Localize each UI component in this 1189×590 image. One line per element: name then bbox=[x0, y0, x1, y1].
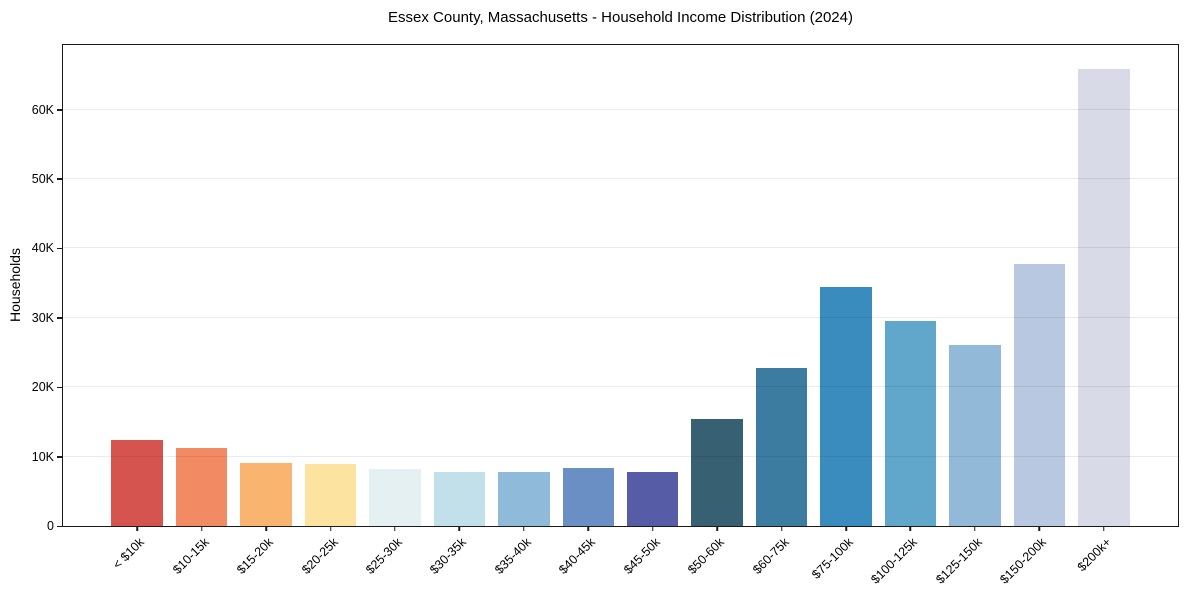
y-axis-label: Households bbox=[7, 248, 23, 322]
bar-slot: $40-45k bbox=[556, 45, 620, 577]
y-tick-label: 40K bbox=[31, 241, 54, 256]
bar bbox=[175, 447, 228, 526]
bar bbox=[884, 321, 937, 526]
bar bbox=[1013, 264, 1066, 526]
x-tick-label: $75-100k bbox=[809, 535, 856, 582]
x-tick-label: $15-20k bbox=[234, 535, 276, 577]
x-tick-mark bbox=[909, 526, 912, 531]
x-tick-label: $30-35k bbox=[427, 535, 470, 577]
y-tick-label: 20K bbox=[31, 380, 54, 395]
x-tick-mark bbox=[265, 526, 267, 531]
bar bbox=[304, 463, 357, 526]
x-tick-mark bbox=[458, 526, 461, 531]
x-tick-mark bbox=[845, 526, 847, 531]
y-tick-label: 60K bbox=[31, 102, 54, 117]
x-tick-label: $10-15k bbox=[169, 535, 212, 577]
x-tick-label: $125-150k bbox=[933, 535, 985, 587]
bar-slot: $50-60k bbox=[685, 45, 749, 577]
y-tick-mark bbox=[57, 247, 63, 250]
y-tick-mark bbox=[57, 109, 63, 111]
x-tick-mark bbox=[974, 526, 976, 531]
y-tick-label: 10K bbox=[31, 449, 54, 464]
bar-slot: $150-200k bbox=[998, 45, 1071, 587]
x-tick-label: $60-75k bbox=[749, 535, 792, 577]
x-tick-label: $45-50k bbox=[620, 535, 663, 577]
y-tick-mark bbox=[57, 178, 63, 180]
bar bbox=[755, 368, 808, 526]
x-tick-mark bbox=[651, 526, 654, 531]
bar-slot: $30-35k bbox=[427, 45, 491, 577]
bar-series: < $10k $10-15k $15-20k $20-25k $25-30k $30-35… bbox=[63, 45, 1178, 587]
bar-slot: $45-50k bbox=[621, 45, 685, 577]
bar bbox=[820, 286, 872, 526]
bar bbox=[626, 472, 679, 526]
x-tick-label: $200k+ bbox=[1074, 535, 1114, 575]
x-tick-mark bbox=[780, 526, 783, 531]
bar-slot: $125-150k bbox=[933, 45, 1007, 587]
bar-slot: $25-30k bbox=[363, 45, 427, 577]
y-tick-mark bbox=[57, 525, 63, 527]
bar bbox=[1078, 68, 1130, 526]
bar-slot: $75-100k bbox=[809, 45, 878, 582]
x-tick-mark bbox=[394, 526, 396, 531]
bar-slot: $60-75k bbox=[749, 45, 813, 577]
x-tick-mark bbox=[136, 526, 138, 531]
bar bbox=[369, 469, 421, 526]
x-tick-mark bbox=[587, 526, 590, 531]
bar bbox=[240, 462, 292, 526]
bar-slot: $10-15k bbox=[169, 45, 233, 577]
bar-slot: $15-20k bbox=[234, 45, 298, 577]
x-tick-label: $40-45k bbox=[556, 535, 599, 577]
bar-slot: < $10k bbox=[105, 45, 169, 572]
bar-slot: $35-40k bbox=[492, 45, 556, 577]
x-tick-label: $100-125k bbox=[868, 535, 921, 587]
bar bbox=[498, 471, 550, 526]
y-tick-mark bbox=[57, 317, 63, 319]
y-tick-mark bbox=[57, 456, 63, 458]
x-tick-mark bbox=[1038, 526, 1041, 531]
bar bbox=[691, 419, 743, 526]
x-tick-mark bbox=[716, 526, 718, 531]
x-tick-label: $20-25k bbox=[298, 535, 341, 577]
x-tick-mark bbox=[1103, 526, 1105, 531]
chart-title: Essex County, Massachusetts - Household … bbox=[388, 9, 853, 26]
y-tick-mark bbox=[57, 386, 63, 389]
bar bbox=[433, 472, 486, 526]
x-tick-label: $35-40k bbox=[491, 535, 534, 577]
x-tick-label: $25-30k bbox=[363, 535, 405, 577]
bar bbox=[562, 467, 615, 526]
bar-slot: $200k+ bbox=[1072, 45, 1136, 574]
x-tick-mark bbox=[523, 526, 525, 531]
bar-slot: $100-125k bbox=[869, 45, 942, 587]
x-tick-label: $150-200k bbox=[997, 535, 1050, 587]
x-tick-mark bbox=[200, 526, 203, 531]
y-tick-label: 30K bbox=[31, 310, 54, 325]
bar bbox=[949, 344, 1001, 526]
x-tick-label: $50-60k bbox=[685, 535, 728, 577]
bar-slot: $20-25k bbox=[298, 45, 362, 577]
y-tick-label: 50K bbox=[31, 171, 54, 186]
plot-area: < $10k $10-15k $15-20k $20-25k $25-30k $30-35… bbox=[32, 44, 1179, 587]
y-tick-label: 0 bbox=[47, 519, 54, 533]
x-tick-label: < $10k bbox=[110, 535, 148, 572]
bar bbox=[111, 439, 163, 526]
x-tick-mark bbox=[329, 526, 332, 531]
